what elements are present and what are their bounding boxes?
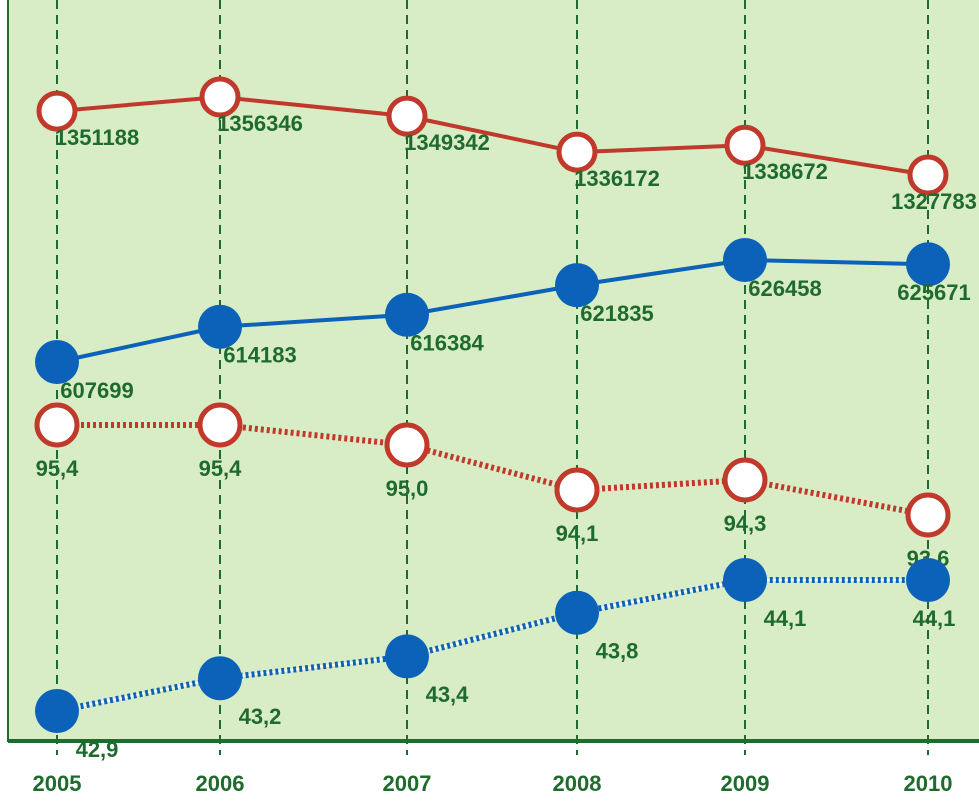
marker (199, 76, 241, 118)
data-label: 1349342 (404, 130, 490, 155)
plot-background (8, 0, 979, 742)
data-label: 1327783 (891, 189, 977, 214)
data-label: 94,3 (724, 511, 767, 536)
data-label: 44,1 (764, 606, 807, 631)
marker (34, 402, 80, 448)
marker (384, 422, 430, 468)
data-label: 95,0 (386, 476, 429, 501)
data-label: 1356346 (217, 111, 303, 136)
data-label: 1351188 (55, 125, 139, 150)
x-tick-label: 2010 (904, 771, 953, 796)
data-label: 614183 (223, 343, 296, 368)
data-label: 43,4 (426, 682, 470, 707)
series-line (56, 94, 929, 177)
marker (36, 90, 78, 132)
series-line-highlight (56, 579, 928, 712)
marker (907, 154, 949, 196)
data-label: 621835 (580, 301, 653, 326)
marker (906, 242, 950, 287)
data-label: 43,8 (596, 639, 639, 664)
x-tick-label: 2008 (553, 771, 602, 796)
data-label: 42,9 (76, 737, 119, 762)
marker (554, 467, 600, 513)
data-label: 1338672 (742, 159, 828, 184)
marker (722, 457, 768, 503)
data-label: 94,1 (556, 521, 599, 546)
marker (723, 238, 767, 282)
marker (905, 492, 951, 538)
marker (385, 634, 429, 679)
series-line (57, 422, 929, 518)
data-label: 626458 (748, 276, 821, 301)
data-label: 1336172 (574, 166, 660, 191)
data-label: 43,2 (239, 704, 282, 729)
series-line (56, 577, 928, 714)
data-label: 95,4 (199, 456, 243, 481)
marker (385, 292, 429, 337)
data-label: 44,1 (913, 606, 956, 631)
data-label: 625671 (897, 280, 970, 305)
x-tick-label: 2007 (383, 771, 432, 796)
x-tick-label: 2005 (33, 771, 82, 796)
marker (386, 95, 428, 137)
marker (35, 340, 79, 384)
marker (906, 558, 950, 602)
marker (724, 124, 766, 166)
data-label: 616384 (410, 331, 484, 356)
data-label: 607699 (60, 378, 133, 403)
marker (723, 558, 767, 602)
x-tick-label: 2009 (721, 771, 770, 796)
series-line (56, 257, 929, 364)
marker (556, 131, 598, 173)
data-label: 95,4 (36, 456, 80, 481)
marker (555, 263, 599, 308)
marker (35, 689, 79, 733)
marker (555, 590, 599, 635)
x-tick-label: 2006 (196, 771, 245, 796)
marker (198, 304, 242, 349)
marker (198, 656, 242, 701)
marker (197, 402, 243, 448)
